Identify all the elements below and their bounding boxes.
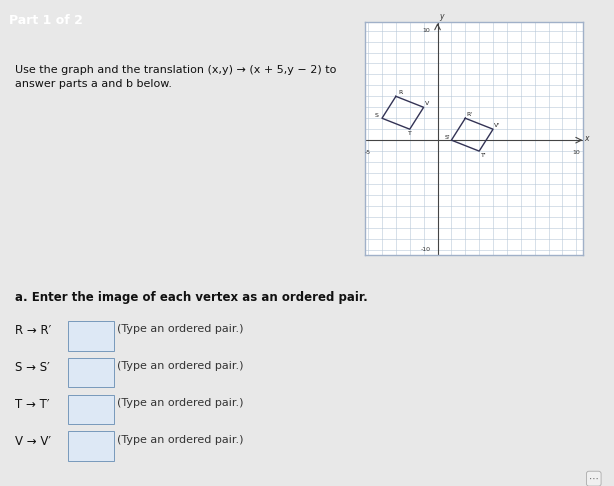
Text: Use the graph and the translation (x,y) → (x + 5,y − 2) to
answer parts a and b : Use the graph and the translation (x,y) …	[15, 65, 336, 89]
Text: R: R	[398, 90, 402, 95]
Text: T → T′: T → T′	[15, 398, 50, 411]
Text: R': R'	[467, 112, 473, 117]
FancyBboxPatch shape	[68, 358, 114, 387]
Text: S': S'	[445, 135, 450, 140]
Text: y: y	[439, 12, 443, 21]
Text: (Type an ordered pair.): (Type an ordered pair.)	[117, 324, 243, 334]
Text: -10: -10	[421, 247, 430, 252]
Text: a. Enter the image of each vertex as an ordered pair.: a. Enter the image of each vertex as an …	[15, 291, 368, 304]
Text: Part 1 of 2: Part 1 of 2	[9, 14, 83, 27]
Text: V: V	[425, 101, 429, 106]
FancyBboxPatch shape	[68, 432, 114, 461]
Text: (Type an ordered pair.): (Type an ordered pair.)	[117, 361, 243, 371]
FancyBboxPatch shape	[68, 395, 114, 424]
Text: ⋯: ⋯	[589, 474, 599, 484]
Text: (Type an ordered pair.): (Type an ordered pair.)	[117, 434, 243, 445]
FancyBboxPatch shape	[68, 321, 114, 350]
Text: T': T'	[481, 153, 486, 157]
Text: 10: 10	[572, 150, 580, 155]
Text: V → V′: V → V′	[15, 434, 52, 448]
Text: R → R′: R → R′	[15, 324, 52, 337]
Text: 10: 10	[423, 28, 430, 33]
Text: -5: -5	[365, 150, 371, 155]
Text: x: x	[585, 134, 589, 143]
Text: S → S′: S → S′	[15, 361, 50, 374]
Text: (Type an ordered pair.): (Type an ordered pair.)	[117, 398, 243, 408]
Text: T: T	[408, 131, 412, 136]
Text: V': V'	[494, 123, 500, 128]
Text: S: S	[375, 113, 379, 118]
